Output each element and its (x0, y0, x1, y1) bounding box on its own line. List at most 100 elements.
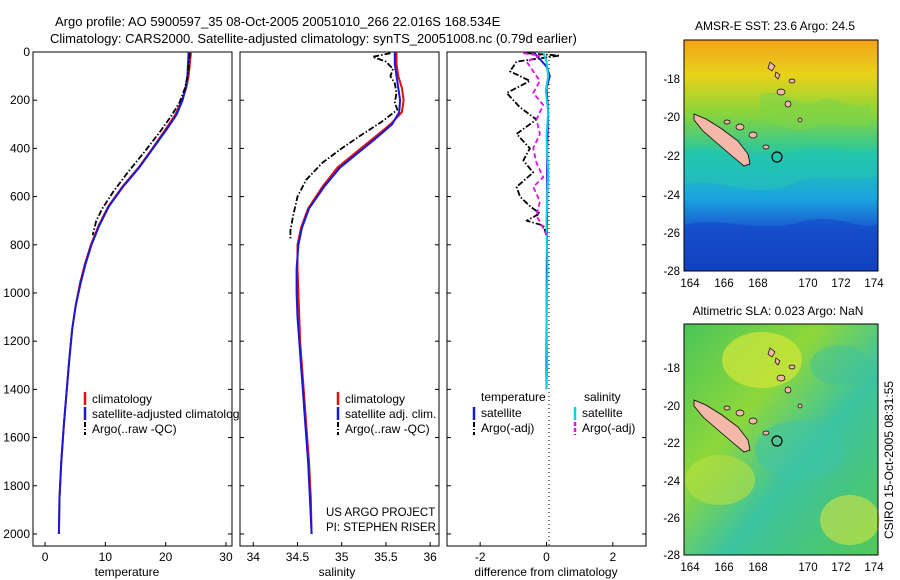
temperature-xlabel: temperature (95, 565, 160, 579)
sst-map-xticks: 164 166 168 170 172 174 (680, 278, 884, 290)
sla-field-texture (810, 345, 870, 385)
tick-174: 174 (864, 562, 884, 574)
tick-minus26: -26 (663, 513, 680, 525)
tick-minus26: -26 (663, 228, 680, 240)
tick-170: 170 (798, 278, 817, 290)
difference-legend: temperature salinity satellite Argo(-adj… (472, 389, 635, 435)
y-tick-label: 1200 (3, 334, 30, 348)
tick-minus20: -20 (663, 112, 680, 124)
sst-map-title: AMSR-E SST: 23.6 Argo: 24.5 (695, 19, 855, 33)
sla-field-texture (722, 332, 802, 388)
x-tick-label: -2 (475, 550, 486, 564)
x-tick-label: 30 (219, 550, 233, 564)
x-tick-label: 10 (99, 550, 113, 564)
tick-minus18: -18 (663, 74, 680, 86)
argo-float-marker (771, 151, 783, 163)
difference-panel: -2 0 2 difference from climatology tempera… (446, 51, 647, 579)
legend-header-salinity: salinity (584, 390, 621, 404)
legend-label-sal-satellite: satellite (582, 406, 623, 420)
tick-minus20: -20 (663, 401, 680, 413)
legend-label-satellite: satellite adj. clim. (345, 407, 436, 421)
salinity-axes-box (239, 51, 440, 547)
temperature-legend: climatology satellite-adjusted climatolo… (83, 392, 245, 436)
new-caledonia-island (693, 113, 751, 167)
y-tick-label: 1000 (3, 286, 30, 300)
vanuatu-islands (767, 347, 803, 409)
series-satellite-adj-clim- (295, 52, 402, 535)
sla-field-texture (755, 420, 845, 480)
salinity-xlabel: salinity (319, 565, 356, 579)
legend-header-temperature: temperature (481, 390, 546, 404)
figure-title-line2: Climatology: CARS2000. Satellite-adjuste… (50, 31, 577, 46)
sst-map-frame (683, 39, 879, 272)
salinity-legend: climatology satellite adj. clim. Argo(..… (336, 392, 436, 436)
temperature-ticks: 0 10 20 30 0 200 400 600 800 1000 1200 1400 1600 1800… (3, 45, 233, 564)
tick-minus28: -28 (663, 550, 680, 562)
series-temperature-argo-adj- (505, 52, 561, 236)
y-tick-label: 1600 (3, 431, 30, 445)
new-caledonia-island (693, 399, 751, 453)
x-tick-label: 34 (247, 550, 261, 564)
salinity-lines (289, 52, 405, 535)
tick-164: 164 (680, 562, 700, 574)
y-tick-label: 0 (23, 45, 30, 59)
legend-label-argo: Argo(..raw -QC) (345, 422, 430, 436)
x-tick-label: 2 (609, 550, 616, 564)
tick-166: 166 (714, 278, 733, 290)
x-tick-label: 0 (42, 550, 49, 564)
tick-minus18: -18 (663, 363, 680, 375)
sst-field-texture (684, 219, 878, 271)
loyalty-islands (723, 119, 770, 150)
tick-172: 172 (831, 562, 850, 574)
legend-label-argo: Argo(..raw -QC) (92, 422, 177, 436)
legend-bg (474, 389, 544, 404)
series-salinity-satellite (542, 52, 550, 390)
difference-xlabel: difference from climatology (474, 565, 617, 579)
sla-field-texture (820, 495, 880, 545)
sla-map-frame (683, 323, 879, 556)
tick-minus22: -22 (663, 438, 680, 450)
legend-label-temp-satellite: satellite (481, 406, 522, 420)
csiro-timestamp: CSIRO 15-Oct-2005 08:31:55 (882, 381, 896, 539)
sla-field-texture (685, 455, 755, 505)
x-tick-label: 34.5 (286, 550, 310, 564)
x-tick-label: 35 (335, 550, 349, 564)
sla-map-yticks: -18 -20 -22 -24 -26 -28 (663, 363, 680, 562)
salinity-panel: 34 34.5 35 35.5 36 salinity climatology sate… (239, 51, 440, 579)
tick-164: 164 (680, 278, 700, 290)
loyalty-islands (723, 405, 770, 436)
x-tick-label: 35.5 (374, 550, 398, 564)
temperature-lines (57, 52, 192, 535)
tick-166: 166 (714, 562, 733, 574)
tick-minus22: -22 (663, 151, 680, 163)
project-label: US ARGO PROJECT (326, 507, 435, 519)
temperature-panel: 0 10 20 30 0 200 400 600 800 1000 1200 1400 1600 1800… (3, 45, 245, 579)
temperature-axes-box (32, 51, 233, 547)
legend-label-climatology: climatology (92, 392, 152, 406)
x-tick-label: 0 (543, 550, 550, 564)
tick-minus24: -24 (663, 476, 680, 488)
legend-bg (580, 389, 624, 404)
y-tick-label: 400 (10, 141, 30, 155)
series-argo-raw-qc- (289, 52, 399, 240)
series-argo-raw-qc- (91, 53, 191, 236)
sst-map: AMSR-E SST: 23.6 Argo: 24.5 164 166 168 … (663, 19, 884, 290)
tick-168: 168 (748, 562, 767, 574)
tick-168: 168 (748, 278, 767, 290)
pi-label: PI: STEPHEN RISER (326, 522, 436, 534)
figure-title-line1: Argo profile: AO 5900597_35 08-Oct-2005 … (55, 14, 501, 29)
y-tick-label: 1800 (3, 479, 30, 493)
vanuatu-islands (767, 61, 803, 123)
y-tick-label: 600 (10, 190, 30, 204)
tick-174: 174 (864, 278, 884, 290)
legend-label-satellite: satellite-adjusted climatology (92, 407, 245, 421)
sla-map-title: Altimetric SLA: 0.023 Argo: NaN (693, 304, 864, 318)
tick-170: 170 (798, 562, 817, 574)
x-tick-label: 20 (159, 550, 173, 564)
sst-map-yticks: -18 -20 -22 -24 -26 -28 (663, 74, 680, 278)
y-tick-label: 1400 (3, 382, 30, 396)
sst-field-texture (684, 147, 878, 190)
legend-label-sal-argo: Argo(-adj) (582, 421, 635, 435)
x-tick-label: 36 (423, 550, 437, 564)
salinity-ticks: 34 34.5 35 35.5 36 (240, 51, 439, 564)
